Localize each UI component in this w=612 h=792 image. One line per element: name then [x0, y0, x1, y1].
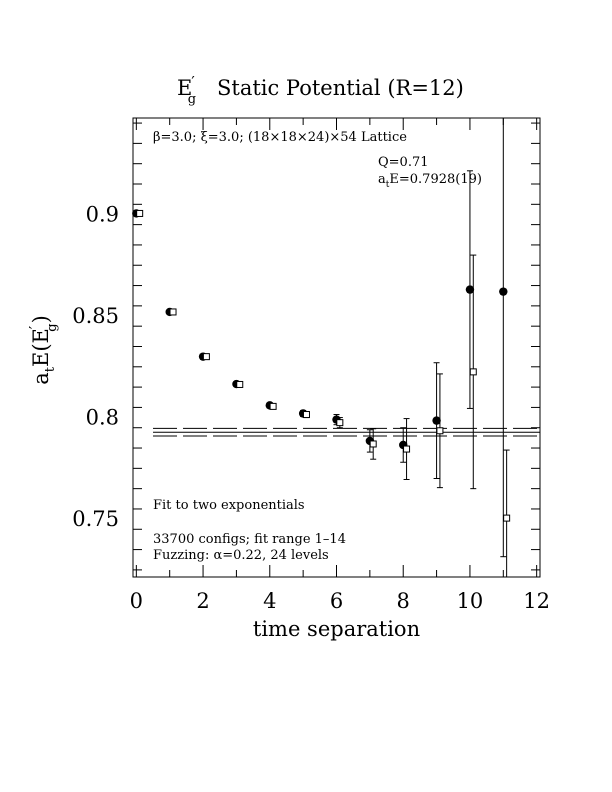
- energy-a-sub: t: [386, 180, 390, 190]
- x-tick-label: 2: [196, 589, 209, 613]
- axis-ticks: [133, 118, 540, 577]
- title-subscript: g: [188, 92, 196, 107]
- y-tick-label: 0.9: [86, 202, 119, 226]
- data-series: [132, 118, 511, 577]
- x-tick-labels: 0 2 4 6 8 10 12: [130, 589, 550, 613]
- x-tick-label: 8: [397, 589, 410, 613]
- x-axis-label: time separation: [253, 617, 420, 641]
- data-point: [436, 427, 444, 435]
- data-point: [403, 445, 411, 453]
- title-prime: ′: [191, 73, 195, 91]
- title-symbol: E: [177, 76, 192, 100]
- fit-annotation: Fit to two exponentials: [153, 498, 305, 513]
- energy-rest: E=0.7928(19): [389, 172, 482, 187]
- y-label-a: a: [29, 372, 53, 385]
- y-label-sub: g: [45, 323, 60, 331]
- title-rest: Static Potential (R=12): [217, 76, 464, 100]
- energy-annotation: atE=0.7928(19): [378, 172, 482, 190]
- data-point: [269, 402, 277, 410]
- series-1: [136, 209, 511, 577]
- y-label-close: ): [29, 315, 53, 323]
- data-point: [465, 285, 475, 294]
- data-point: [136, 209, 144, 217]
- chart-title: E′ g Static Potential (R=12): [177, 73, 464, 107]
- y-label-mid: E(E: [29, 328, 53, 367]
- y-tick-labels: 0.75 0.8 0.85 0.9: [72, 202, 119, 531]
- y-tick-label: 0.85: [72, 304, 119, 328]
- data-point: [302, 411, 310, 419]
- energy-a: a: [378, 172, 386, 187]
- y-tick-label: 0.8: [86, 406, 119, 430]
- y-tick-label: 0.75: [72, 507, 119, 531]
- fuzzing-annotation: Fuzzing: α=0.22, 24 levels: [153, 548, 329, 563]
- lattice-annotation: β=3.0; ξ=3.0; (18×18×24)×54 Lattice: [153, 130, 407, 145]
- y-axis-label: atE(E′g): [26, 315, 60, 385]
- data-point: [469, 368, 477, 376]
- data-point: [503, 514, 511, 522]
- q-annotation: Q=0.71: [378, 155, 429, 170]
- data-point: [202, 353, 210, 361]
- x-tick-label: 12: [523, 589, 550, 613]
- data-point: [369, 440, 377, 448]
- data-point: [236, 380, 244, 388]
- data-point: [336, 419, 344, 427]
- x-tick-label: 4: [263, 589, 276, 613]
- data-point: [169, 308, 177, 316]
- y-label-a-sub: t: [43, 366, 58, 372]
- y-label-prime: ′: [26, 325, 44, 329]
- fit-band: [153, 427, 540, 437]
- data-point: [499, 287, 508, 296]
- data-point: [432, 416, 441, 425]
- configs-annotation: 33700 configs; fit range 1–14: [153, 532, 346, 547]
- x-tick-label: 6: [330, 589, 343, 613]
- x-tick-label: 10: [457, 589, 484, 613]
- x-tick-label: 0: [130, 589, 143, 613]
